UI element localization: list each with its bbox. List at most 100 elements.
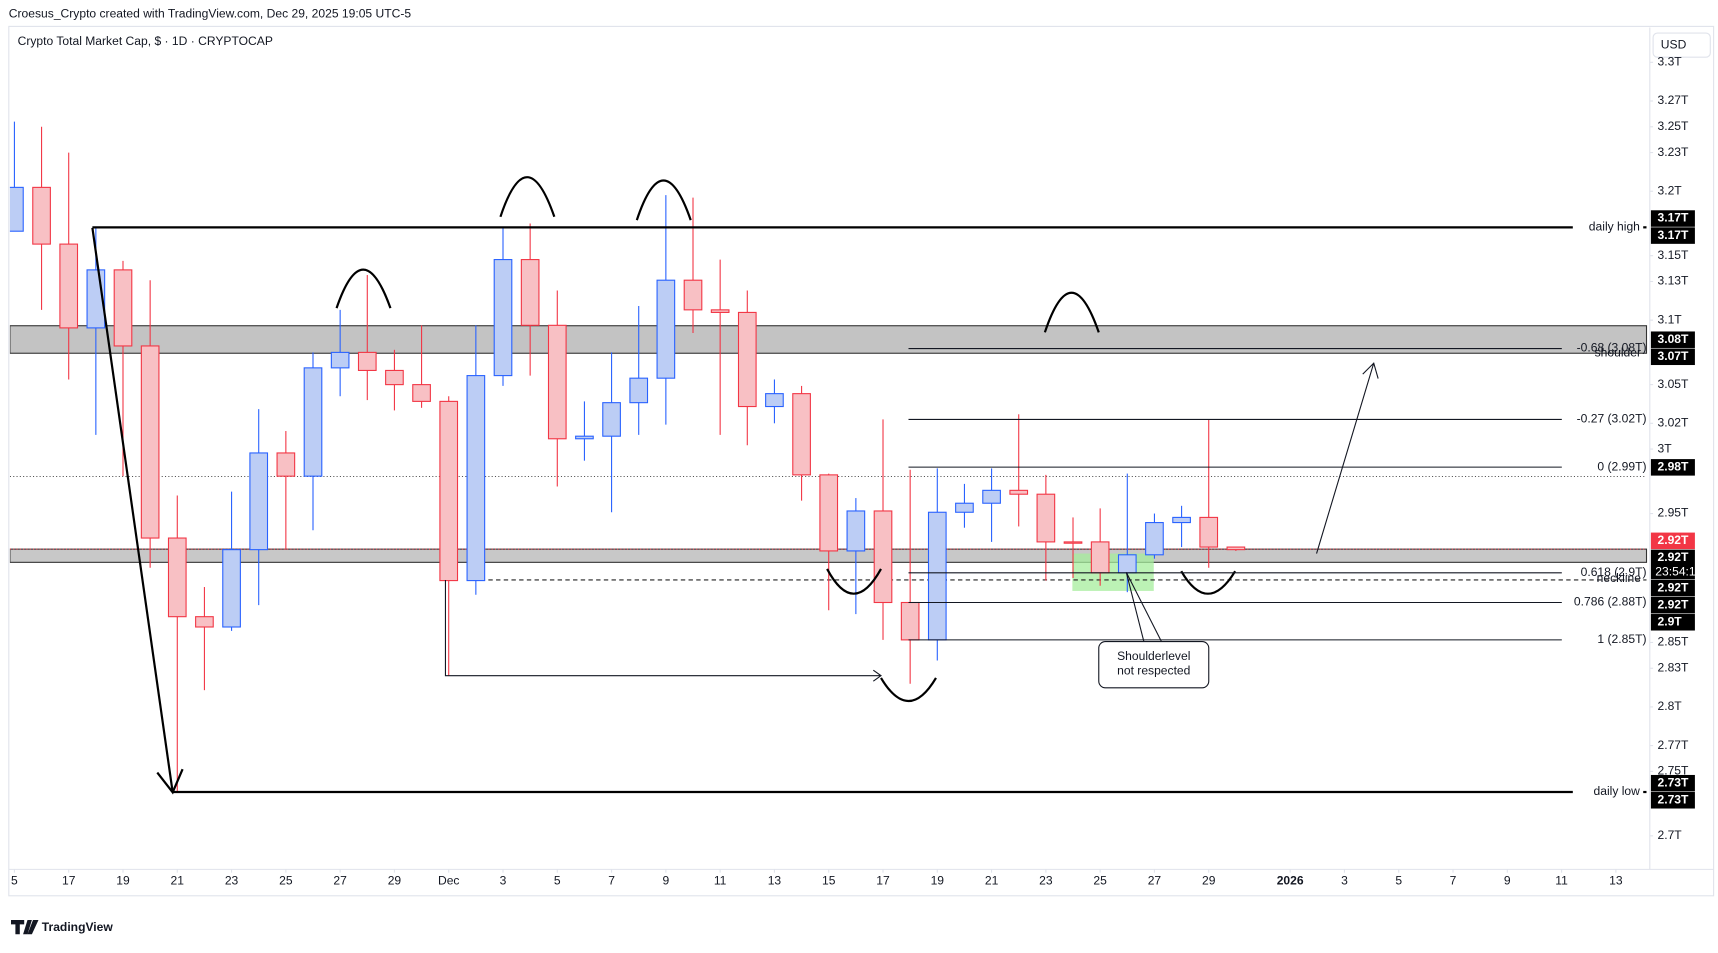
price-label-box: [1650, 459, 1695, 476]
x-tick-label: 17: [876, 874, 890, 888]
candle-body: [439, 400, 459, 582]
sketches: Shoulderlevel not respected shoulder nec…: [91, 176, 1642, 795]
price-label: 2.98T: [1658, 460, 1690, 474]
x-tick-label: 3: [1341, 874, 1348, 888]
frame: [8, 25, 1715, 897]
callout-pointer: [1125, 571, 1162, 642]
y-tick-label: 2.85T: [1658, 635, 1690, 649]
fib-label: -0.68 (3.08T): [1577, 341, 1647, 355]
callout-text: not respected: [1117, 663, 1190, 677]
y-tick-label: 2.83T: [1658, 660, 1690, 674]
candle-body: [222, 549, 241, 628]
y-tick-label: 3.1T: [1658, 312, 1683, 326]
price-label-box: [1650, 596, 1695, 614]
candle-body: [1199, 516, 1219, 548]
fib-label: -0.27 (3.02T): [1577, 412, 1647, 426]
x-tick-label: 13: [1609, 874, 1623, 888]
x-tick-label: 5: [554, 874, 561, 888]
candle-body: [303, 367, 323, 477]
price-label: 2.73T: [1658, 775, 1690, 789]
candle-body: [1145, 522, 1164, 556]
x-tick-label: 7: [608, 874, 615, 888]
candle-body: [846, 510, 866, 552]
y-tick-label: 2.8T: [1658, 699, 1683, 713]
shoulder-label: shoulder: [1595, 345, 1641, 359]
x-tick-label: 9: [1504, 874, 1511, 888]
arc: [335, 268, 392, 309]
candle-body: [493, 259, 513, 377]
candle-body: [140, 345, 160, 539]
x-tick-label: 27: [333, 874, 347, 888]
candle-body: [710, 309, 730, 313]
candle-body: [629, 377, 649, 404]
callout-box: [1098, 641, 1210, 689]
shoulder-zone: [1072, 553, 1154, 591]
x-tick-label: Dec: [438, 874, 460, 888]
x-tick-label: 11: [1555, 874, 1568, 888]
candle-body: [195, 616, 214, 628]
candle-body: [873, 510, 893, 604]
price-label: 2.9T: [1658, 614, 1683, 628]
candle-body: [1009, 489, 1029, 495]
candles: [9, 121, 1246, 793]
target-arrow: [1316, 362, 1379, 554]
x-tick-label: 9: [662, 874, 669, 888]
x-tick-label: 5: [1395, 874, 1402, 888]
logo-text: TradingView: [42, 920, 114, 934]
y-tick-label: 3.02T: [1658, 415, 1690, 429]
logo: TradingView: [10, 920, 114, 935]
y-tick-label: 3.13T: [1658, 274, 1690, 288]
fib-label: 1 (2.85T): [1597, 632, 1646, 646]
arc: [1043, 291, 1100, 333]
candle-body: [602, 402, 621, 437]
candle-body: [520, 259, 540, 326]
x-tick-label: 19: [116, 874, 130, 888]
level-label: daily high: [1589, 220, 1640, 234]
price-label-box: [1650, 792, 1695, 809]
price-label: 2.92T: [1658, 533, 1690, 547]
candle-body: [249, 452, 269, 551]
x-tick-label: 17: [62, 874, 76, 888]
x-tick-label: 21: [171, 874, 185, 888]
y-tick-label: 2.95T: [1658, 506, 1690, 520]
x-tick-label: 2026: [1277, 874, 1304, 888]
candle-body: [1117, 554, 1137, 574]
candle-body: [656, 279, 676, 379]
x-tick-label: 11: [714, 874, 727, 888]
arc: [1180, 570, 1237, 595]
x-tick-label: 21: [985, 874, 999, 888]
candle-body: [737, 311, 757, 408]
x-tick-label: 25: [1093, 874, 1107, 888]
price-label-box: [1650, 532, 1695, 550]
y-tick-label: 3.27T: [1658, 93, 1690, 107]
y-tick-label: 2.75T: [1658, 764, 1690, 778]
x-tick-label: 7: [1450, 874, 1457, 888]
fib-label: 0 (2.99T): [1597, 459, 1646, 473]
level-label: daily low: [1594, 784, 1641, 798]
candle-body: [927, 511, 947, 641]
arc: [499, 176, 556, 218]
candle-body: [32, 186, 51, 245]
neckline-label: neckline: [1597, 571, 1642, 585]
candle-body: [955, 502, 974, 513]
price-label-box: [1650, 348, 1695, 366]
arc: [826, 568, 882, 595]
candle-body: [575, 435, 594, 440]
currency-box[interactable]: [1652, 32, 1711, 58]
x-tick-label: 25: [279, 874, 293, 888]
candle-body: [357, 351, 377, 371]
credit: Croesus_Crypto created with TradingView.…: [9, 7, 412, 21]
x-tick-label: 13: [768, 874, 782, 888]
price-label-box: [1650, 579, 1695, 597]
price-label: 3.07T: [1658, 349, 1690, 363]
x-tick-label: 27: [1148, 874, 1162, 888]
countdown: 23:54:13: [1655, 564, 1702, 578]
arc: [880, 677, 937, 703]
candle-body: [1063, 541, 1083, 544]
currency[interactable]: USD: [1661, 37, 1687, 51]
y-tick-label: 3.3T: [1658, 55, 1683, 69]
candle-body: [466, 375, 486, 582]
price-label: 2.92T: [1658, 580, 1690, 594]
price-label-box: [1650, 210, 1695, 227]
